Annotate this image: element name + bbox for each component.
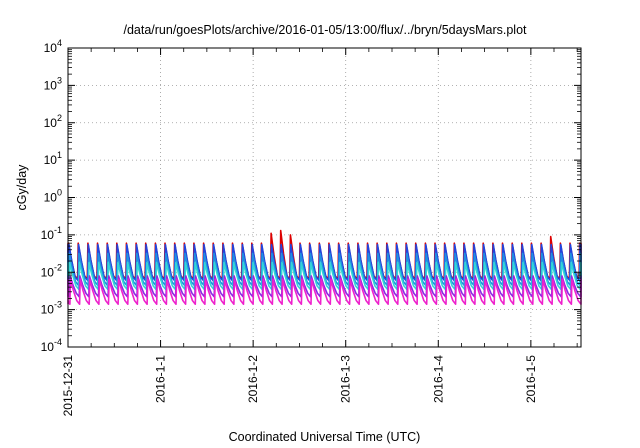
y-axis-label: cGy/day [15,164,29,211]
x-tick-label: 2016-1-4 [431,355,445,403]
x-tick-label: 2016-1-5 [524,355,538,403]
y-tick-label: 104 [44,38,62,55]
x-tick-label: 2016-1-3 [339,355,353,403]
y-tick-base: 10 [41,228,55,242]
y-tick-exponent: 1 [57,150,62,160]
series-group [67,229,582,305]
y-tick-exponent: 2 [57,113,62,123]
y-tick-base: 10 [44,41,58,55]
y-tick-base: 10 [41,265,55,279]
y-tick-exponent: -1 [54,225,62,235]
x-tick-label: 2015-12-31 [61,355,75,417]
x-tick-label: 2016-1-1 [154,355,168,403]
x-axis-label: Coordinated Universal Time (UTC) [229,430,421,444]
y-tick-base: 10 [41,340,55,354]
y-tick-exponent: -3 [54,300,62,310]
y-tick-label: 10-2 [41,262,62,279]
y-tick-label: 100 [44,188,62,205]
y-tick-exponent: 3 [57,75,62,85]
y-tick-label: 10-3 [41,300,62,317]
y-tick-base: 10 [44,153,58,167]
y-tick-label: 10-4 [41,337,62,354]
chart-title: /data/run/goesPlots/archive/2016-01-05/1… [123,23,527,37]
y-tick-exponent: -4 [54,337,62,347]
y-tick-label: 103 [44,75,62,92]
y-tick-base: 10 [44,116,58,130]
x-tick-label: 2016-1-2 [246,355,260,403]
y-tick-base: 10 [44,78,58,92]
y-tick-exponent: 0 [57,188,62,198]
axis-ticks [67,47,581,348]
y-tick-label: 10-1 [41,225,62,242]
y-tick-label: 101 [44,150,62,167]
y-tick-exponent: -2 [54,262,62,272]
x-tick-labels: 2015-12-31 2016-1-1 2016-1-2 2016-1-3 2016-1… [61,355,538,417]
y-tick-base: 10 [41,303,55,317]
y-tick-exponent: 4 [57,38,62,48]
series-line [67,278,582,305]
y-tick-label: 102 [44,113,62,130]
y-tick-base: 10 [44,191,58,205]
